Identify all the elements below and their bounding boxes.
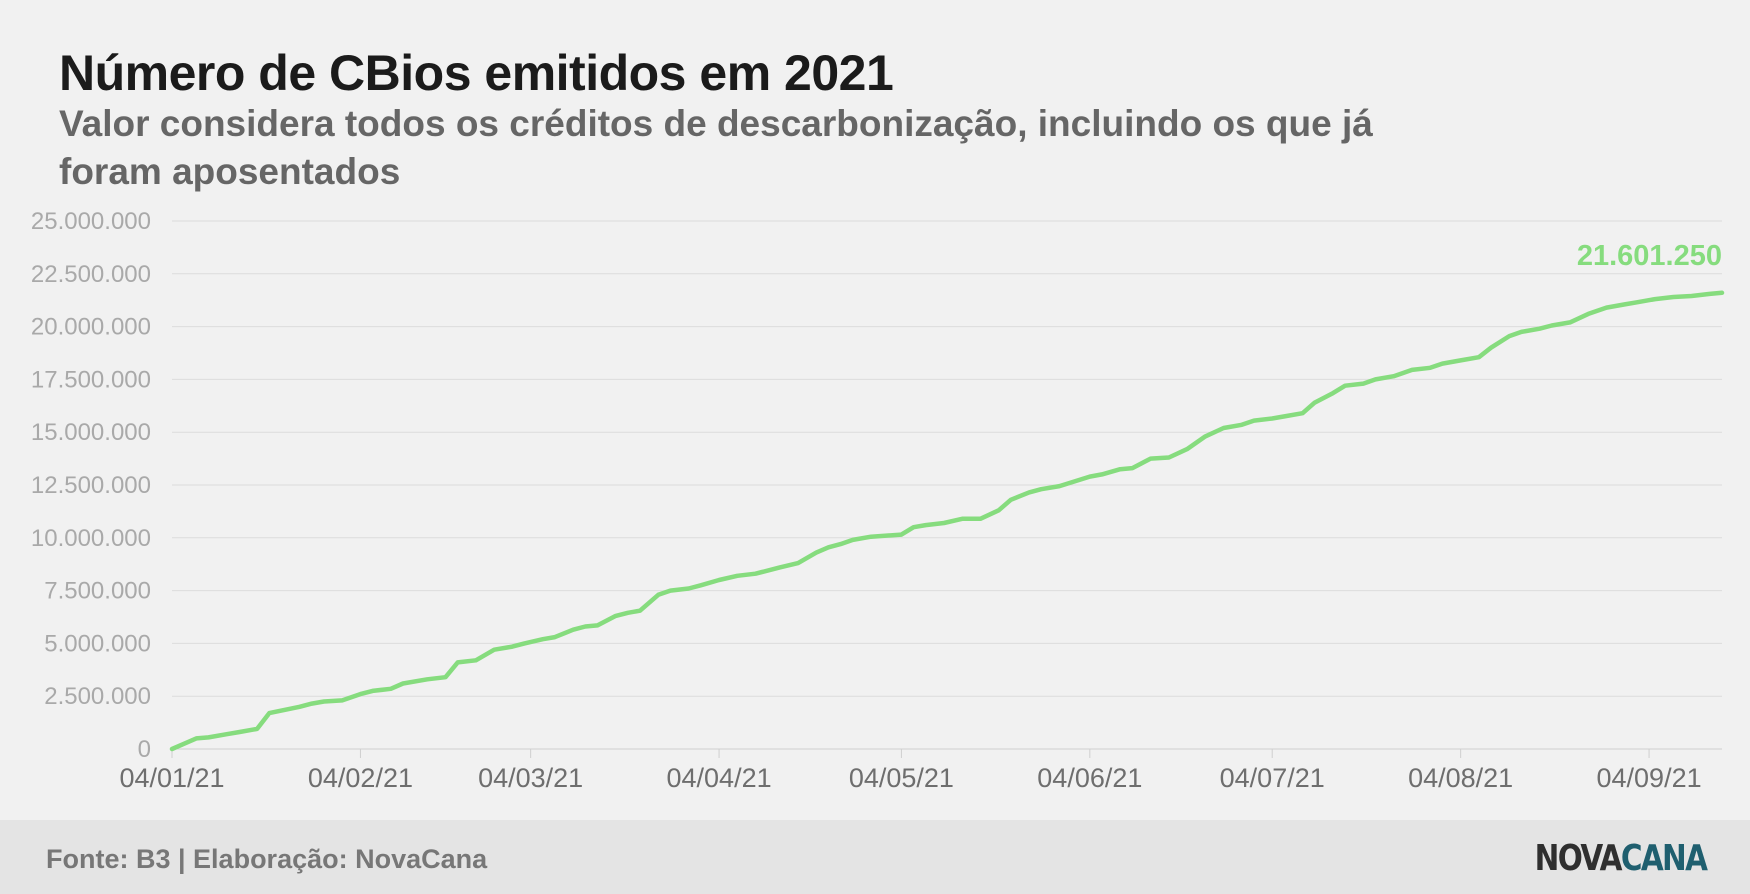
x-tick-label: 04/09/21 [1597, 763, 1702, 793]
x-tick-label: 04/07/21 [1220, 763, 1325, 793]
end-value-label: 21.601.250 [1577, 240, 1722, 272]
y-tick-label: 17.500.000 [31, 366, 151, 393]
y-tick-label: 25.000.000 [31, 208, 151, 235]
line-chart: 0 2.500.000 5.000.000 7.500.000 10.000.000 12… [31, 208, 1725, 793]
source-text: Fonte: B3 | Elaboração: NovaCana [46, 844, 488, 874]
x-axis-labels: 04/01/21 04/02/21 04/03/21 04/04/21 04/05/21… [119, 749, 1702, 793]
chart-subtitle: Valor considera todos os créditos de des… [59, 103, 1373, 192]
y-tick-label: 12.500.000 [31, 472, 151, 499]
x-tick-label: 04/05/21 [849, 763, 954, 793]
series-line [169, 290, 1725, 752]
y-tick-label: 0 [138, 736, 151, 763]
x-tick-label: 04/08/21 [1408, 763, 1513, 793]
novacana-logo: NOVACANA [1534, 838, 1707, 879]
y-tick-label: 10.000.000 [31, 525, 151, 552]
y-tick-label: 2.500.000 [44, 683, 151, 710]
y-tick-label: 5.000.000 [44, 630, 151, 657]
x-tick-label: 04/02/21 [308, 763, 413, 793]
x-tick-label: 04/01/21 [119, 763, 224, 793]
x-tick-label: 04/06/21 [1037, 763, 1142, 793]
y-tick-label: 20.000.000 [31, 314, 151, 341]
y-axis-labels: 0 2.500.000 5.000.000 7.500.000 10.000.000 12… [31, 208, 151, 763]
chart-title: Número de CBios emitidos em 2021 [59, 45, 894, 101]
y-tick-label: 15.000.000 [31, 419, 151, 446]
x-tick-label: 04/04/21 [667, 763, 772, 793]
x-tick-label: 04/03/21 [478, 763, 583, 793]
footer: Fonte: B3 | Elaboração: NovaCana NOVACAN… [0, 820, 1750, 894]
y-tick-label: 22.500.000 [31, 261, 151, 288]
y-tick-label: 7.500.000 [44, 578, 151, 605]
logo-cana: CANA [1620, 838, 1707, 879]
series-layer [169, 290, 1725, 752]
logo-nova: NOVA [1534, 838, 1622, 879]
grid-lines [172, 220, 1722, 750]
